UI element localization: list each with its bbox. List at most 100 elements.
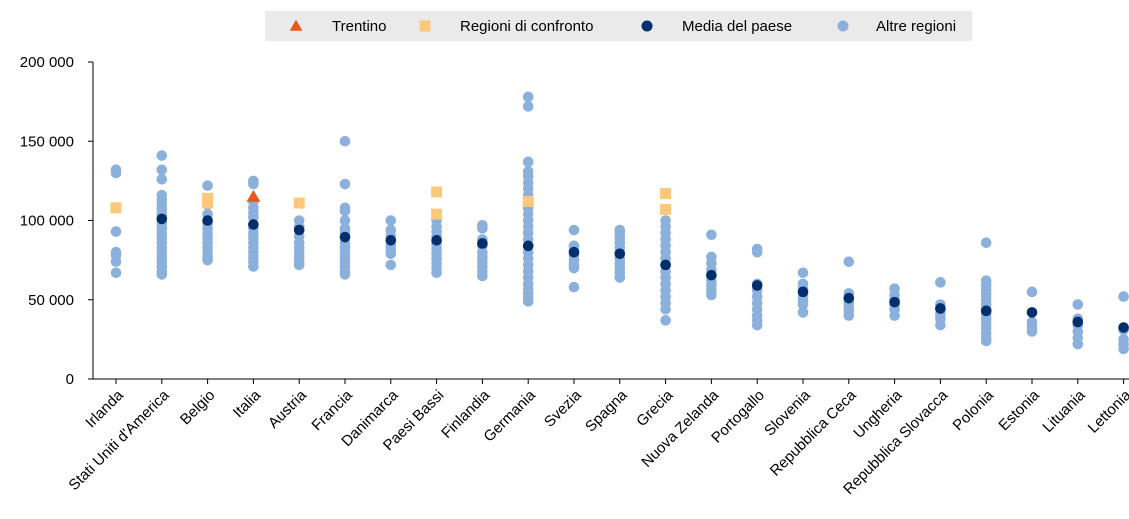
point-altre-regioni [706,229,717,241]
point-altre-regioni [202,254,213,266]
point-altre-regioni [1118,291,1129,302]
x-tick-label-belgio: Belgio [177,387,219,429]
y-tick-label: 100 000 [20,213,74,230]
legend-marker-altre-regioni [837,20,849,32]
point-altre-regioni [797,307,809,318]
y-tick-label: 150 000 [20,133,74,150]
point-media-del-paese [1072,316,1084,328]
point-media-del-paese [568,246,580,258]
x-tick-label-polonia: Polonia [950,386,998,434]
x-tick-label-svezia: Svezia [541,386,585,430]
point-altre-regioni [1026,326,1038,337]
point-altre-regioni [248,178,259,190]
point-altre-regioni [110,256,122,268]
point-altre-regioni [522,296,534,307]
point-media-del-paese [248,219,259,230]
point-altre-regioni [843,310,855,321]
point-altre-regioni [293,259,305,271]
point-media-del-paese [706,269,717,281]
point-altre-regioni [980,237,992,248]
x-tick-label-estonia: Estonia [995,386,1043,434]
point-media-del-paese [843,292,855,304]
point-media-del-paese [202,215,213,226]
point-altre-regioni [248,261,259,272]
point-altre-regioni [980,335,992,347]
legend-marker-trentino [289,19,303,31]
point-media-del-paese [293,224,305,236]
series-trentino [246,189,261,202]
point-altre-regioni [156,173,168,185]
point-altre-regioni [797,267,809,279]
point-altre-regioni [110,226,122,237]
point-altre-regioni [431,267,442,279]
point-altre-regioni [935,319,946,331]
x-tick-label-lettonia: Lettonia [1085,386,1129,436]
point-altre-regioni [1026,286,1038,298]
point-altre-regioni [843,256,855,268]
x-tick-label-irlanda: Irlanda [82,386,127,431]
point-media-del-paese [935,303,946,314]
point-media-del-paese [477,238,488,249]
point-altre-regioni [568,224,580,236]
point-altre-regioni [660,303,671,315]
point-regioni-di-confronto [202,197,214,209]
series-media-del-paese [156,213,1129,333]
point-trentino [246,189,261,202]
point-altre-regioni [522,156,534,168]
point-altre-regioni [935,277,946,288]
point-altre-regioni [660,315,671,326]
point-media-del-paese [156,213,168,225]
x-tick-label-austria: Austria [265,386,310,431]
point-regioni-di-confronto [293,197,305,209]
point-altre-regioni [339,215,351,226]
chart-marks [110,91,1129,355]
point-altre-regioni [1072,299,1084,310]
point-altre-regioni [477,223,488,234]
point-media-del-paese [980,305,992,317]
point-media-del-paese [660,259,671,271]
y-tick-label: 0 [66,371,74,388]
point-altre-regioni [477,270,488,282]
point-altre-regioni [156,150,168,161]
point-altre-regioni [797,299,809,310]
point-altre-regioni [751,246,763,258]
point-media-del-paese [1026,307,1038,318]
point-altre-regioni [522,101,534,112]
point-altre-regioni [110,167,122,179]
x-tick-label-lituania: Lituania [1039,386,1089,436]
legend-item-regioni-di-confronto: Regioni di confronto [419,18,593,35]
point-altre-regioni [156,164,168,176]
point-media-del-paese [385,235,397,246]
x-tick-label-grecia: Grecia [633,386,677,430]
point-altre-regioni [156,269,168,280]
point-altre-regioni [385,248,397,260]
point-regioni-di-confronto [522,195,534,207]
point-altre-regioni [889,310,900,321]
y-tick-label: 50 000 [28,292,74,309]
point-altre-regioni [110,267,122,279]
point-altre-regioni [751,319,763,331]
point-altre-regioni [568,262,580,274]
point-altre-regioni [1072,338,1084,350]
legend: Trentino Regioni di confronto Media del pa… [265,11,972,41]
legend-item-media-del-paese: Media del paese [641,18,792,35]
point-altre-regioni [339,178,351,190]
point-regioni-di-confronto [431,186,443,198]
point-media-del-paese [339,231,351,243]
point-media-del-paese [889,296,900,308]
point-media-del-paese [751,280,763,291]
point-altre-regioni [385,259,397,271]
y-tick-label: 200 000 [20,54,74,71]
point-media-del-paese [431,235,442,246]
point-altre-regioni [1118,343,1129,355]
x-tick-label-repubblica-ceca: Repubblica Ceca [767,386,860,479]
legend-marker-regioni-di-confronto [419,20,431,32]
point-regioni-di-confronto [660,188,672,200]
point-regioni-di-confronto [431,208,443,220]
legend-background [265,11,972,41]
point-media-del-paese [614,248,626,260]
legend-label-altre-regioni: Altre regioni [876,18,956,35]
point-media-del-paese [797,286,809,298]
point-altre-regioni [706,289,717,301]
